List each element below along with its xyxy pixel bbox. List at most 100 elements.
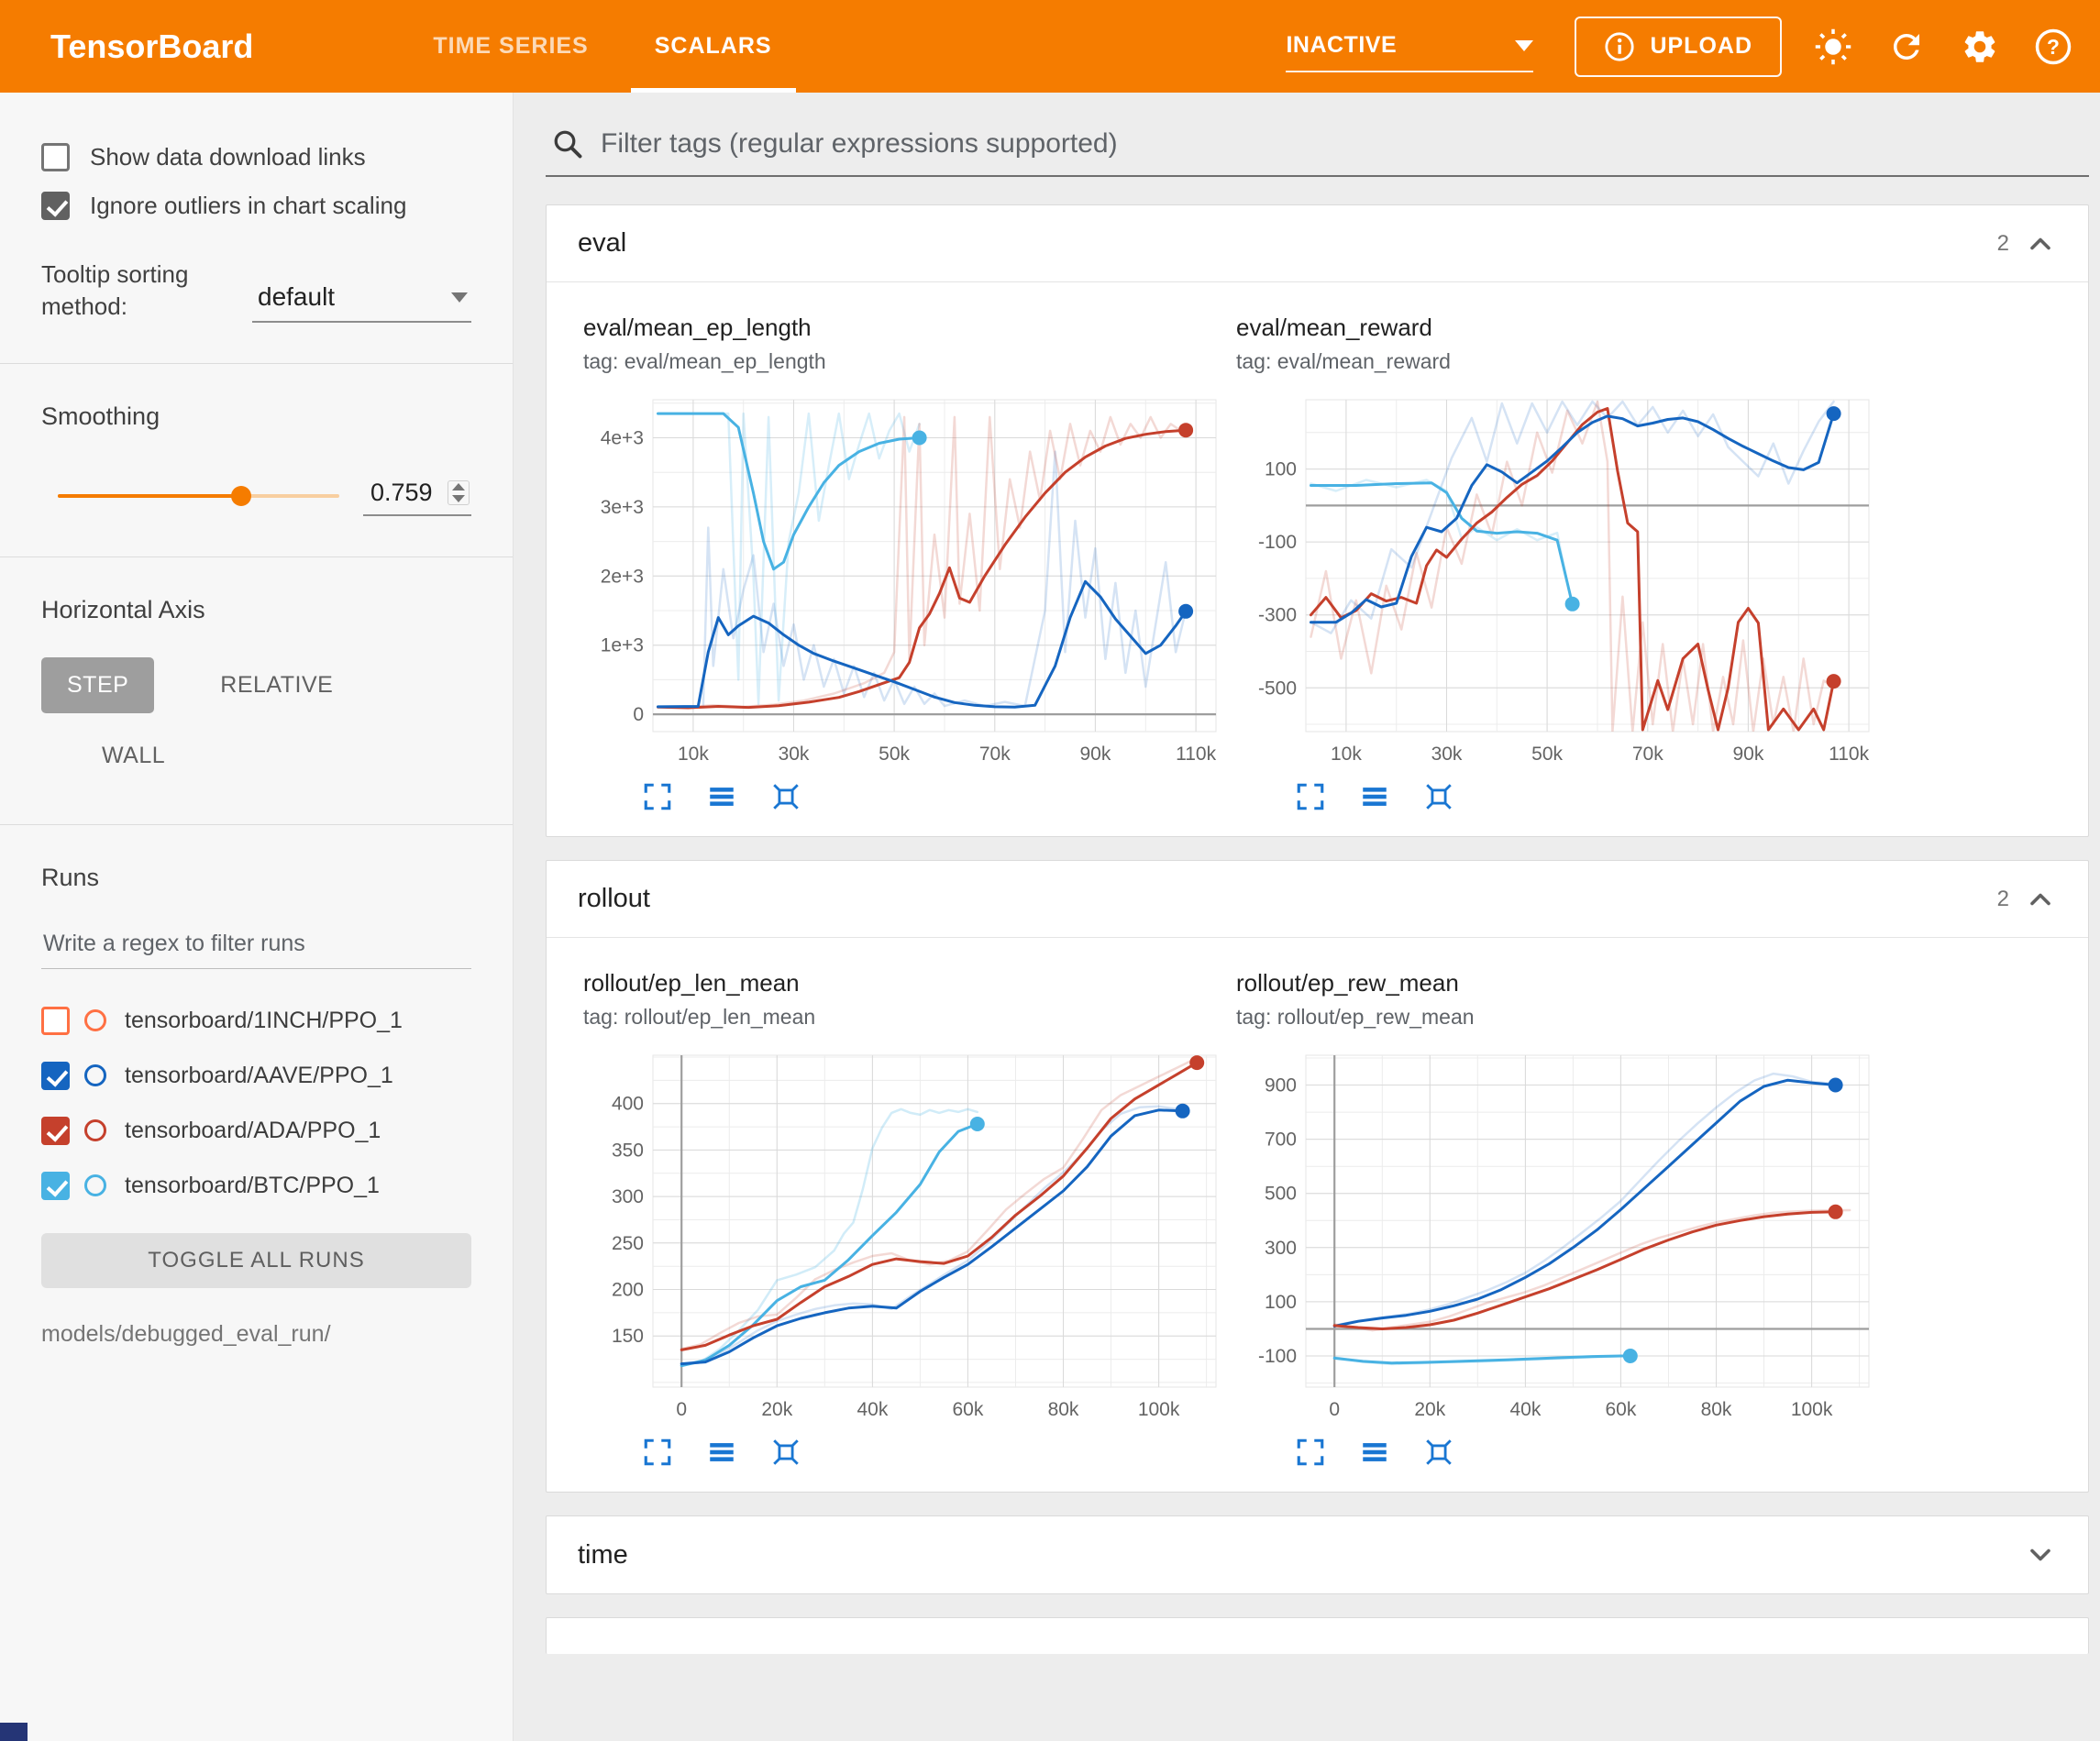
run-row[interactable]: tensorboard/BTC/PPO_1	[41, 1158, 471, 1213]
run-label: tensorboard/ADA/PPO_1	[125, 1117, 381, 1143]
chart-tag: tag: rollout/ep_len_mean	[583, 1005, 816, 1029]
settings-icon[interactable]	[1961, 28, 1999, 66]
smoothing-value: 0.759	[370, 479, 433, 507]
svg-text:10k: 10k	[678, 744, 709, 765]
run-row[interactable]: tensorboard/AAVE/PPO_1	[41, 1048, 471, 1103]
axis-step-button[interactable]: STEP	[41, 657, 155, 714]
svg-text:400: 400	[612, 1094, 644, 1115]
svg-text:90k: 90k	[1732, 744, 1763, 765]
run-label: tensorboard/AAVE/PPO_1	[125, 1062, 393, 1088]
chevron-down-icon[interactable]	[2024, 1538, 2057, 1571]
svg-text:70k: 70k	[1632, 744, 1663, 765]
run-color-circle[interactable]	[84, 1009, 106, 1032]
data-source-value: INACTIVE	[1286, 32, 1398, 58]
tab-scalars[interactable]: SCALARS	[622, 0, 805, 93]
section-count: 2	[1996, 230, 2009, 256]
chart-title: rollout/ep_len_mean	[583, 969, 800, 997]
fit-domain-icon[interactable]	[770, 781, 801, 812]
svg-text:80k: 80k	[1048, 1399, 1079, 1420]
chevron-up-icon[interactable]	[2024, 227, 2057, 260]
axis-relative-button[interactable]: RELATIVE	[194, 657, 359, 713]
svg-text:10k: 10k	[1331, 744, 1362, 765]
spinner-up-icon[interactable]	[452, 483, 465, 491]
run-color-circle[interactable]	[84, 1064, 106, 1087]
run-checkbox[interactable]	[41, 1061, 70, 1090]
spinner-down-icon[interactable]	[452, 495, 465, 503]
line-chart[interactable]: 0 20k 40k 60k 80k 100k -100 100 300 500 700 900	[1236, 1042, 1882, 1427]
svg-text:100: 100	[1265, 459, 1297, 480]
tag-filter-bar	[546, 118, 2089, 177]
show-download-links-row[interactable]: Show data download links	[41, 143, 471, 171]
ignore-outliers-row[interactable]: Ignore outliers in chart scaling	[41, 192, 471, 220]
bottom-left-artifact	[0, 1723, 28, 1741]
upload-button[interactable]: UPLOAD	[1575, 16, 1782, 77]
svg-text:40k: 40k	[1509, 1399, 1541, 1420]
show-download-links-checkbox[interactable]	[41, 143, 70, 171]
brightness-icon[interactable]	[1814, 28, 1852, 66]
smoothing-slider-thumb[interactable]	[230, 485, 251, 506]
run-checkbox[interactable]	[41, 1116, 70, 1145]
tag-filter-input[interactable]	[601, 128, 2083, 160]
smoothing-value-input[interactable]: 0.759	[363, 475, 471, 517]
divider	[0, 556, 513, 558]
checkbox-label: Show data download links	[90, 143, 366, 171]
run-checkbox[interactable]	[41, 1171, 70, 1200]
data-table-icon[interactable]	[706, 781, 737, 812]
data-table-icon[interactable]	[706, 1437, 737, 1468]
run-color-circle[interactable]	[84, 1119, 106, 1142]
run-checkbox[interactable]	[41, 1006, 70, 1035]
svg-text:-100: -100	[1258, 1346, 1297, 1367]
runs-base-path: models/debugged_eval_run/	[41, 1321, 331, 1348]
data-table-icon[interactable]	[1359, 781, 1390, 812]
number-spinner[interactable]	[448, 480, 470, 506]
chart-title: eval/mean_reward	[1236, 314, 1432, 341]
line-chart[interactable]: 0 20k 40k 60k 80k 100k 150 200 250 300 350 400	[583, 1042, 1229, 1427]
svg-text:0: 0	[1329, 1399, 1340, 1420]
svg-text:60k: 60k	[952, 1399, 983, 1420]
run-row[interactable]: tensorboard/ADA/PPO_1	[41, 1103, 471, 1158]
fit-domain-icon[interactable]	[1423, 781, 1454, 812]
help-icon[interactable]	[2034, 28, 2072, 66]
section-rollout-header[interactable]: rollout 2	[547, 861, 2088, 938]
refresh-icon[interactable]	[1887, 28, 1926, 66]
settings-sidebar: Show data download links Ignore outliers…	[0, 93, 514, 1741]
svg-text:500: 500	[1265, 1184, 1297, 1205]
fit-domain-icon[interactable]	[1423, 1437, 1454, 1468]
svg-text:20k: 20k	[1414, 1399, 1445, 1420]
chevron-up-icon[interactable]	[2024, 883, 2057, 916]
svg-text:-100: -100	[1258, 532, 1297, 553]
section-count: 2	[1996, 886, 2009, 911]
expand-chart-icon[interactable]	[642, 781, 673, 812]
data-table-icon[interactable]	[1359, 1437, 1390, 1468]
chart-title: rollout/ep_rew_mean	[1236, 969, 1459, 997]
section-time-header[interactable]: time	[547, 1516, 2088, 1593]
runs-list: tensorboard/1INCH/PPO_1 tensorboard/AAVE/…	[41, 993, 471, 1213]
axis-wall-button[interactable]: WALL	[76, 728, 191, 784]
svg-text:0: 0	[633, 704, 644, 725]
svg-text:0: 0	[676, 1399, 687, 1420]
runs-filter-input[interactable]	[41, 923, 471, 970]
smoothing-slider[interactable]	[58, 485, 339, 506]
svg-text:4e+3: 4e+3	[601, 428, 644, 449]
line-chart[interactable]: 10k 30k 50k 70k 90k 110k 0 1e+3 2e+3 3e+3 4e+3	[583, 387, 1229, 772]
chevron-down-icon	[1515, 39, 1534, 51]
data-source-dropdown[interactable]: INACTIVE	[1286, 21, 1534, 72]
section-eval-header[interactable]: eval 2	[547, 205, 2088, 282]
svg-text:300: 300	[612, 1186, 644, 1207]
run-row[interactable]: tensorboard/1INCH/PPO_1	[41, 993, 471, 1048]
tooltip-sorting-dropdown[interactable]: default	[252, 277, 471, 324]
tab-time-series[interactable]: TIME SERIES	[400, 0, 621, 93]
svg-text:30k: 30k	[779, 744, 810, 765]
toggle-all-runs-button[interactable]: TOGGLE ALL RUNS	[41, 1233, 471, 1289]
expand-chart-icon[interactable]	[1295, 1437, 1326, 1468]
section-time: time	[546, 1515, 2089, 1594]
search-icon	[551, 127, 584, 160]
svg-text:100k: 100k	[1138, 1399, 1180, 1420]
fit-domain-icon[interactable]	[770, 1437, 801, 1468]
ignore-outliers-checkbox[interactable]	[41, 192, 70, 220]
line-chart[interactable]: 10k 30k 50k 70k 90k 110k 100 -100 -300 -500	[1236, 387, 1882, 772]
run-color-circle[interactable]	[84, 1174, 106, 1197]
expand-chart-icon[interactable]	[642, 1437, 673, 1468]
svg-text:110k: 110k	[1176, 744, 1216, 765]
expand-chart-icon[interactable]	[1295, 781, 1326, 812]
